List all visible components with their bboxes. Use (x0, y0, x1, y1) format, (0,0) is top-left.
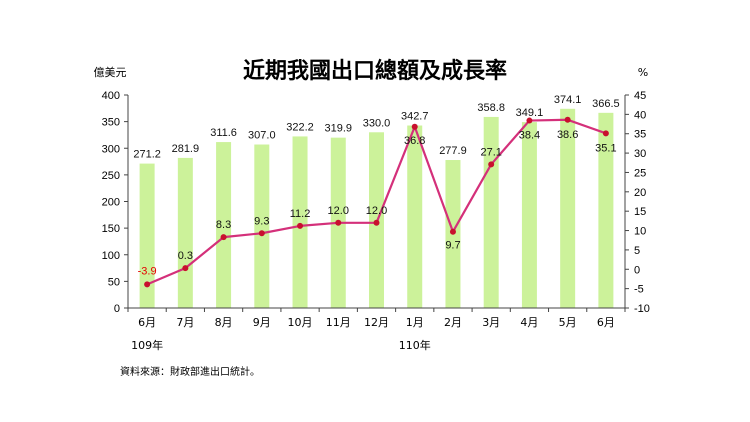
left-tick-label: 0 (114, 303, 120, 315)
x-category-label: 8月 (215, 316, 233, 329)
growth-rate-point (144, 281, 151, 288)
x-category-label: 9月 (253, 316, 271, 329)
growth-rate-point (602, 130, 609, 137)
x-category-label: 5月 (559, 316, 577, 329)
left-axis-unit: 億美元 (94, 66, 127, 79)
x-category-label: 6月 (138, 316, 156, 329)
growth-rate-point (449, 228, 456, 235)
right-tick-label: -5 (634, 284, 644, 296)
x-category-label: 7月 (176, 316, 194, 329)
left-tick-label: 150 (102, 223, 120, 235)
axes-layer: 0 50 100 150 200 250 300 350 400 -10 -5 0 5 10 15 20 25 3… (102, 90, 650, 352)
x-category-label: 11月 (326, 316, 351, 329)
right-tick-label: 20 (634, 187, 646, 199)
bar (407, 125, 423, 308)
growth-value-label: 12.0 (366, 205, 387, 217)
x-year-label: 110年 (399, 338, 431, 352)
bar (292, 136, 308, 308)
x-category-label: 12月 (364, 316, 389, 329)
x-category-label: 1月 (406, 316, 424, 329)
bar-value-label: 322.2 (286, 121, 314, 133)
bar (483, 116, 499, 309)
growth-value-label: 35.1 (595, 142, 616, 154)
right-tick-label: 30 (634, 148, 646, 160)
bar-value-label: 342.7 (401, 111, 429, 123)
right-tick-label: 0 (634, 264, 640, 276)
bar (560, 108, 576, 308)
bar (521, 122, 537, 308)
growth-value-label: 38.4 (519, 130, 540, 142)
left-tick-label: 300 (102, 143, 120, 155)
chart-title: 近期我國出口總額及成長率 (243, 58, 507, 84)
source-note: 資料來源：財政部進出口統計。 (120, 365, 260, 378)
bar-value-label: 330.0 (363, 117, 391, 129)
growth-value-label: 38.6 (557, 129, 578, 141)
left-tick-label: 200 (102, 197, 120, 209)
right-tick-label: 25 (634, 167, 646, 179)
bar-value-label: 277.9 (439, 145, 467, 157)
bar (139, 163, 155, 308)
right-axis-unit: % (638, 66, 648, 79)
growth-rate-point (182, 265, 189, 272)
bar-value-label: 311.6 (210, 127, 237, 139)
right-tick-label: 10 (634, 226, 646, 238)
growth-value-label: 8.3 (216, 219, 231, 231)
x-category-label: 10月 (288, 316, 313, 329)
bar (598, 112, 614, 309)
x-category-label: 2月 (444, 316, 462, 329)
x-category-label: 4月 (520, 316, 538, 329)
growth-value-label: 0.3 (178, 250, 193, 262)
bar-value-label: 281.9 (172, 143, 200, 155)
left-tick-label: 100 (102, 250, 120, 262)
growth-rate-point (411, 123, 418, 130)
bar (254, 144, 270, 308)
right-tick-label: -10 (634, 303, 650, 315)
growth-rate-point (488, 161, 495, 168)
x-category-label: 3月 (482, 316, 500, 329)
growth-value-label: 11.2 (290, 208, 311, 220)
growth-value-label: -3.9 (138, 265, 157, 277)
right-tick-label: 5 (634, 245, 640, 257)
growth-value-label: 12.0 (328, 205, 349, 217)
labels-layer: 271.2 281.9 311.6 307.0 322.2 319.9 330.0 342.7… (133, 94, 619, 278)
bar (177, 157, 193, 308)
bar (216, 142, 232, 308)
right-tick-label: 15 (634, 206, 646, 218)
growth-value-label: 36.8 (404, 135, 425, 147)
left-tick-label: 50 (108, 276, 120, 288)
growth-value-label: 9.7 (445, 240, 460, 252)
left-tick-label: 250 (102, 170, 120, 182)
growth-rate-point (258, 230, 265, 237)
growth-rate-point (297, 222, 304, 229)
x-year-label: 109年 (131, 338, 163, 352)
growth-rate-point (373, 219, 380, 226)
growth-rate-point (335, 219, 342, 226)
growth-rate-point (220, 234, 227, 241)
bar-value-label: 374.1 (554, 94, 582, 106)
growth-rate-point (564, 116, 571, 123)
bar-value-label: 366.5 (592, 98, 620, 110)
bar-value-label: 358.8 (477, 102, 505, 114)
left-tick-label: 400 (102, 90, 120, 102)
right-tick-label: 35 (634, 129, 646, 141)
bar-value-label: 349.1 (516, 107, 544, 119)
right-tick-label: 40 (634, 109, 646, 121)
bar-value-label: 307.0 (248, 130, 276, 142)
growth-line-layer (144, 116, 609, 288)
growth-value-label: 27.1 (480, 146, 501, 158)
bar-value-label: 271.2 (133, 149, 161, 161)
growth-value-label: 9.3 (254, 215, 269, 227)
growth-rate-point (526, 117, 533, 124)
x-category-label: 6月 (597, 316, 615, 329)
right-tick-label: 45 (634, 90, 646, 102)
bar-value-label: 319.9 (325, 123, 353, 135)
left-tick-label: 350 (102, 117, 120, 129)
